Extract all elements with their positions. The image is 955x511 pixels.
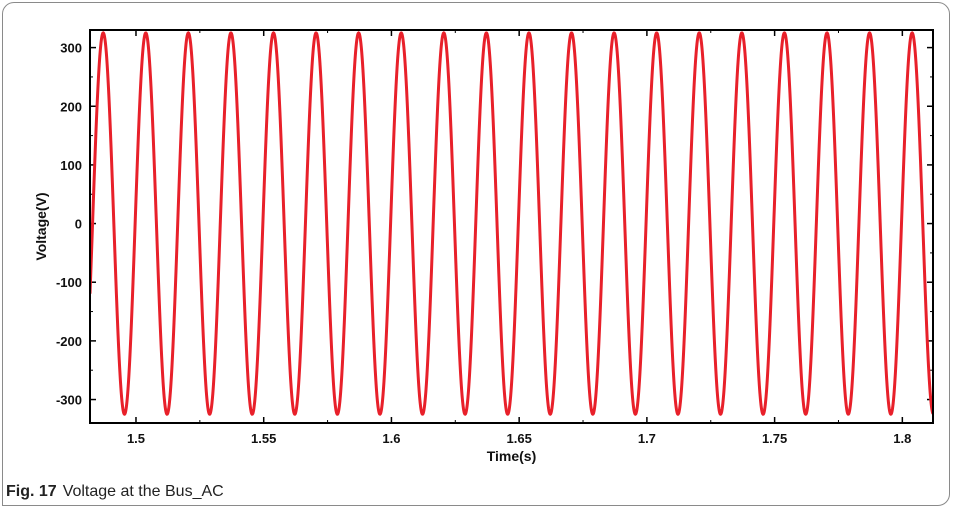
plot-area-border — [89, 29, 934, 424]
x-tick-label: 1.7 — [638, 431, 656, 446]
y-tick-label: -300 — [56, 393, 82, 408]
figure-frame — [2, 2, 950, 506]
series-line-voltage — [90, 31, 933, 416]
x-tick-label: 1.5 — [127, 431, 145, 446]
y-tick-label: 200 — [60, 99, 82, 114]
x-tick-label: 1.75 — [762, 431, 787, 446]
figure-caption-text: Voltage at the Bus_AC — [62, 483, 224, 500]
y-tick-label: 100 — [60, 158, 82, 173]
figure-caption: Fig. 17 Voltage at the Bus_AC — [6, 483, 224, 501]
x-tick-label: 1.55 — [251, 431, 276, 446]
x-tick-label: 1.65 — [507, 431, 532, 446]
y-tick-label: 300 — [60, 41, 82, 56]
y-tick-label: 0 — [75, 217, 82, 232]
x-tick-label: 1.6 — [382, 431, 400, 446]
x-axis-title: Time(s) — [487, 448, 537, 464]
y-axis-title: Voltage(V) — [33, 192, 49, 260]
x-tick-label: 1.8 — [893, 431, 911, 446]
figure-number: Fig. 17 — [6, 483, 57, 500]
y-tick-label: -100 — [56, 275, 82, 290]
y-tick-label: -200 — [56, 334, 82, 349]
